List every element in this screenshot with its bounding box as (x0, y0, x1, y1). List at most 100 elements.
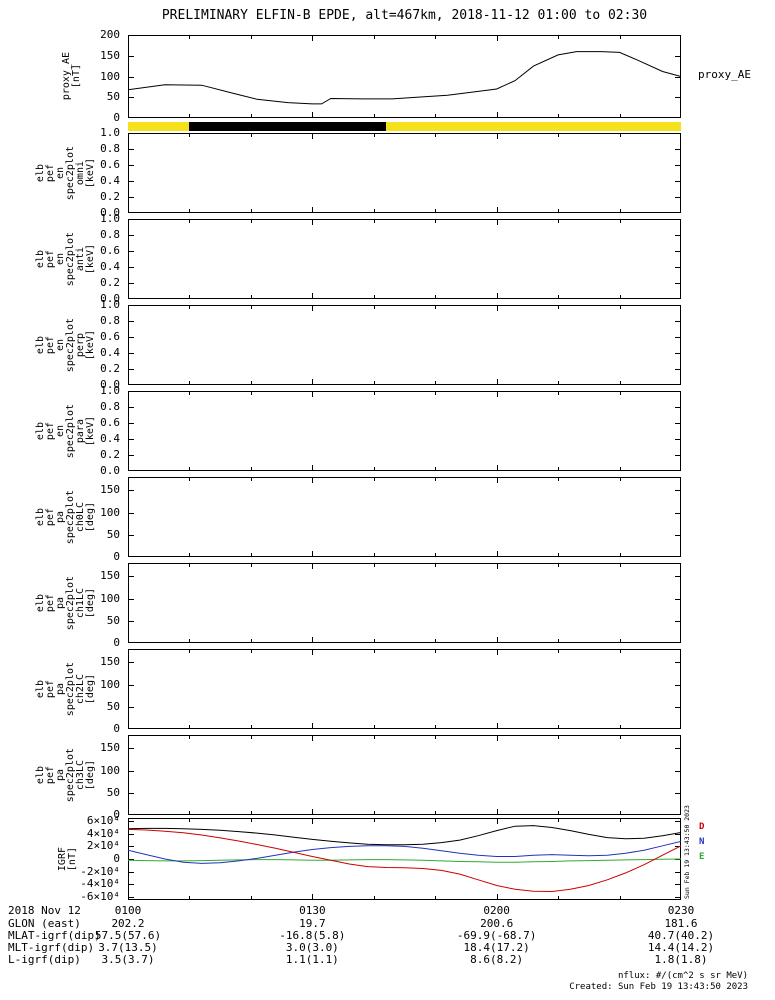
y-tick-labels-elb_pef_pa_spec2plot_ch1LC: 0 50 100 150 (0, 563, 124, 648)
panel-elb_pef_en_spec2plot_perp: elb pef en spec2plot perp [keV] 0.0 0.2 0.4 0.6 0.… (0, 299, 775, 390)
var-row-MLAT-igrf(dip): MLAT-igrf(dip) 57.5(57.6) -16.8(5.8) -69.9(… (0, 930, 775, 942)
var-row-value: -16.8(5.8) (279, 929, 346, 942)
plot-title: PRELIMINARY ELFIN-B EPDE, alt=467km, 201… (161, 8, 648, 23)
var-row-value: 8.6(8.2) (470, 953, 524, 966)
var-row-value: 200.6 (480, 917, 514, 930)
time-axis: 2018 Nov 12 0100 0130 0200 0230 (0, 904, 775, 917)
series-E (128, 858, 681, 863)
y-tick-labels-elb_pef_pa_spec2plot_ch0LC: 0 50 100 150 (0, 477, 124, 562)
y-tick-label: 0.2 (100, 190, 120, 203)
var-row-value: 3.0(3.0) (285, 941, 339, 954)
creation-watermark-vertical: Sun Feb 19 13:43:50 2023 (683, 805, 691, 899)
series-B (128, 825, 681, 846)
y-tick-labels-elb_pef_en_spec2plot_anti: 0.0 0.2 0.4 0.6 0.8 1.0 (0, 213, 124, 304)
igrf-legend-D: D (699, 822, 705, 832)
var-row-value: 3.5(3.7) (101, 953, 155, 966)
var-row-value: 19.7 (299, 917, 326, 930)
plot-area-elb_pef_en_spec2plot_anti (128, 219, 681, 299)
y-tick-label: 1.0 (100, 212, 120, 225)
y-tick-label: 0 (113, 111, 120, 124)
y-tick-label: 100 (100, 677, 120, 691)
var-row-value: 202.2 (111, 917, 145, 930)
chart-elb_pef_pa_spec2plot_ch1LC (128, 563, 681, 643)
y-tick-label: 100 (100, 505, 120, 519)
plot-area-elb_pef_en_spec2plot_para (128, 391, 681, 471)
y-tick-label: 50 (106, 527, 120, 541)
y-tick-label: 4×10⁴ (86, 826, 120, 840)
y-tick-label: 0.6 (100, 330, 120, 343)
plot-area-elb_pef_pa_spec2plot_ch1LC (128, 563, 681, 643)
var-row-GLON (east): GLON (east) 202.2 19.7 200.6 181.6 (0, 918, 775, 930)
y-tick-label: 0.2 (100, 448, 120, 461)
y-tick-label: 50 (106, 90, 120, 104)
y-tick-label: 0.0 (100, 292, 120, 305)
panel-availability (0, 122, 775, 131)
y-tick-labels-elb_pef_en_spec2plot_para: 0.0 0.2 0.4 0.6 0.8 1.0 (0, 385, 124, 476)
var-row-MLT-igrf(dip): MLT-igrf(dip) 3.7(13.5) 3.0(3.0) 18.4(17.2)… (0, 942, 775, 954)
chart-elb_pef_en_spec2plot_omni (128, 133, 681, 213)
igrf-legend-E: E (699, 852, 705, 862)
y-tick-label: 0.0 (100, 378, 120, 391)
chart-elb_pef_en_spec2plot_para (128, 391, 681, 471)
plot-area-elb_pef_pa_spec2plot_ch0LC (128, 477, 681, 557)
availability-segment (189, 122, 387, 131)
var-row-value: 1.8(1.8) (654, 953, 708, 966)
var-row-value: -69.9(-68.7) (456, 929, 537, 942)
x-tick-label: 0230 (667, 904, 695, 917)
y-tick-label: 100 (100, 763, 120, 777)
var-row-value: 1.1(1.1) (285, 953, 339, 966)
panel-elb_pef_en_spec2plot_para: elb pef en spec2plot para [keV] 0.0 0.2 0.4 0.6 0.… (0, 385, 775, 476)
y-tick-label: 50 (106, 699, 120, 713)
footer-notes: nflux: #/(cm^2 s sr MeV) Created: Sun Fe… (569, 971, 748, 993)
y-tick-label: 0 (113, 852, 120, 865)
y-tick-label: 1.0 (100, 126, 120, 139)
date-label: 2018 Nov 12 (8, 904, 81, 917)
y-tick-label: 0.2 (100, 362, 120, 375)
created-timestamp: Created: Sun Feb 19 13:43:50 2023 (569, 982, 748, 992)
chart-elb_pef_pa_spec2plot_ch3LC (128, 735, 681, 815)
x-tick-label: 0200 (483, 904, 510, 917)
y-tick-label: -4×10⁴ (80, 877, 120, 891)
panel-igrf: IGRF [nT] -6×10⁴ -4×10⁴ -2×10⁴ 0 2×10⁴ 4×10⁴ 6×1… (0, 814, 775, 902)
y-tick-label: 0.4 (100, 346, 120, 359)
panel-elb_pef_pa_spec2plot_ch1LC: elb pef pa spec2plot ch1LC [deg] 0 50 100 150 (0, 563, 775, 648)
panel-elb_pef_pa_spec2plot_ch2LC: elb pef pa spec2plot ch2LC [deg] 0 50 100 150 (0, 649, 775, 734)
var-row-value: 3.7(13.5) (98, 941, 158, 954)
y-tick-label: 6×10⁴ (86, 814, 120, 828)
y-tick-label: 0.8 (100, 400, 120, 413)
y-tick-label: 50 (106, 785, 120, 799)
var-row-label: L-igrf(dip) (8, 953, 81, 966)
var-row-value: 14.4(14.2) (647, 941, 715, 954)
plot-area-proxy_ae (128, 35, 681, 118)
y-tick-label: 0.8 (100, 314, 120, 327)
plot-area-elb_pef_en_spec2plot_perp (128, 305, 681, 385)
y-tick-label: 0 (113, 808, 120, 821)
y-tick-label: -2×10⁴ (80, 864, 120, 878)
y-tick-labels-elb_pef_en_spec2plot_omni: 0.0 0.2 0.4 0.6 0.8 1.0 (0, 127, 124, 218)
y-tick-label: 2×10⁴ (86, 839, 120, 853)
y-tick-label: 200 (100, 28, 120, 41)
x-tick-label: 0130 (299, 904, 326, 917)
y-tick-label: 0.8 (100, 142, 120, 155)
y-tick-label: 0.6 (100, 244, 120, 257)
panel-elb_pef_en_spec2plot_omni: elb pef en spec2plot omni [keV] 0.0 0.2 0.4 0.6 0.… (0, 127, 775, 218)
chart-proxy_ae (128, 35, 681, 118)
y-tick-label: 0.4 (100, 174, 120, 187)
igrf-legend-N: N (699, 837, 705, 847)
var-row-label: MLAT-igrf(dip) (8, 929, 101, 942)
y-tick-label: 150 (100, 569, 120, 583)
chart-elb_pef_pa_spec2plot_ch2LC (128, 649, 681, 729)
plot-area-elb_pef_pa_spec2plot_ch2LC (128, 649, 681, 729)
chart-elb_pef_pa_spec2plot_ch0LC (128, 477, 681, 557)
y-tick-label: 50 (106, 613, 120, 627)
panel-elb_pef_en_spec2plot_anti: elb pef en spec2plot anti [keV] 0.0 0.2 0.4 0.6 0.… (0, 213, 775, 304)
y-tick-label: 100 (100, 69, 120, 83)
var-row-value: 40.7(40.2) (647, 929, 715, 942)
plot-area-elb_pef_pa_spec2plot_ch3LC (128, 735, 681, 815)
chart-elb_pef_en_spec2plot_anti (128, 219, 681, 299)
y-tick-label: 0.0 (100, 206, 120, 219)
series-D (128, 828, 681, 893)
y-tick-label: 100 (100, 591, 120, 605)
panel-elb_pef_pa_spec2plot_ch0LC: elb pef pa spec2plot ch0LC [deg] 0 50 100 150 (0, 477, 775, 562)
